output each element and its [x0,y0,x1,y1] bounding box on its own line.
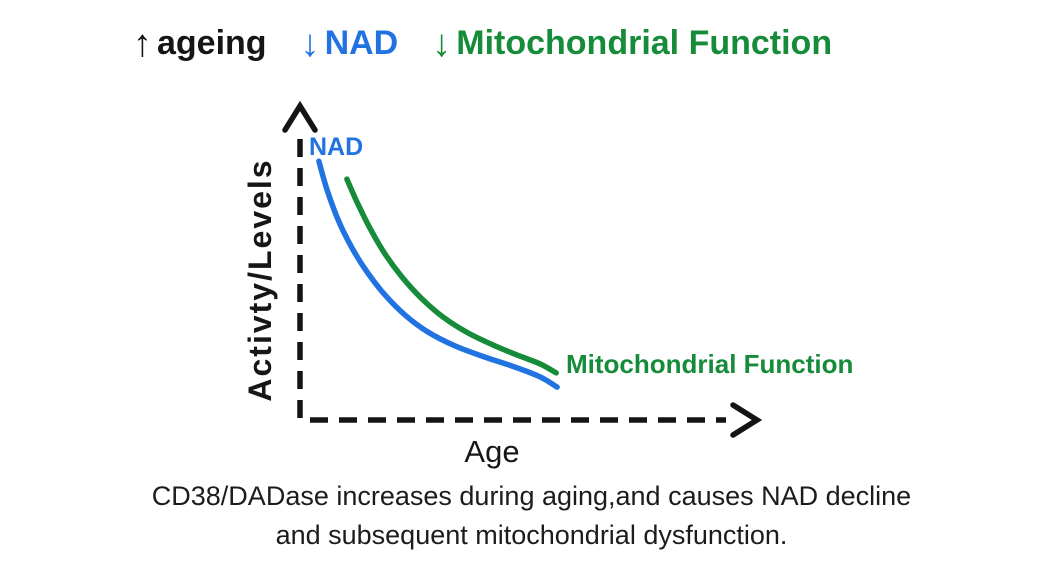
x-axis-arrowhead-icon [730,402,763,438]
x-axis [310,402,763,438]
mitochondrial-curve-label: Mitochondrial Function [566,349,854,379]
y-axis [282,100,318,418]
down-arrow-icon: ↓ [432,22,452,65]
down-arrow-icon: ↓ [300,22,320,65]
header-item-ageing: ↑ ageing [133,24,267,63]
curve-nad [316,158,560,390]
curve-mitochondrial-function [344,176,559,376]
caption-line-2: and subsequent mitochondrial dysfunction… [275,520,788,550]
header-item-mitochondrial-function: ↓ Mitochondrial Function [432,24,832,63]
curves-group [316,158,560,390]
caption: CD38/DADase increases during aging,and c… [0,477,1063,555]
nad-curve-label: NAD [309,133,364,161]
header-row: ↑ ageing ↓ NAD ↓ Mitochondrial Function [133,24,832,63]
header-label-mitochondrial-function: Mitochondrial Function [456,24,833,62]
y-axis-label: Activty/Levels [242,158,278,402]
header-item-nad: ↓ NAD [301,24,399,63]
up-arrow-icon: ↑ [133,22,152,65]
x-axis-label: Age [464,434,520,469]
header-label-nad: NAD [324,24,399,62]
caption-line-1: CD38/DADase increases during aging,and c… [151,481,912,511]
header-label-ageing: ageing [157,24,267,62]
y-axis-arrowhead-icon [282,100,318,133]
